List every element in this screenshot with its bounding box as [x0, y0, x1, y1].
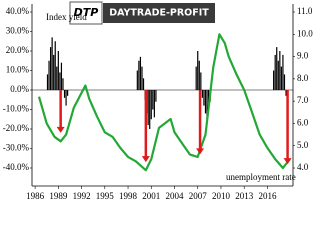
bar — [200, 72, 202, 90]
bar — [56, 66, 58, 90]
x-tick-label: 2016 — [258, 191, 277, 201]
y2-tick-label: 9.0 — [297, 51, 309, 61]
y2-tick-label: 6.0 — [297, 117, 309, 127]
y2-tick-label: 4.0 — [297, 162, 309, 172]
bar — [285, 90, 287, 96]
chart: DTP DAYTRADE-PROFIT Index yield unemploy… — [3, 1, 313, 201]
x-tick-label: 1986 — [26, 191, 45, 201]
bar — [155, 90, 157, 102]
x-tick-label: 2007 — [189, 191, 208, 201]
x-tick-label: 2001 — [142, 191, 160, 201]
arrow-head — [283, 158, 292, 165]
bar — [280, 66, 282, 90]
bar — [279, 51, 281, 90]
y2-tick-label: 8.0 — [297, 73, 309, 83]
arrow-head — [141, 156, 150, 163]
logo-mark: DTP — [74, 6, 99, 19]
bar — [54, 41, 56, 90]
y-tick-label: 20.0% — [6, 45, 30, 55]
arrow-head — [196, 148, 205, 155]
y-tick-label: -10.0% — [3, 104, 30, 114]
bar — [197, 51, 199, 90]
bar — [206, 90, 208, 120]
bar — [57, 51, 59, 90]
y-tick-label: -40.0% — [3, 162, 30, 172]
bar — [152, 90, 154, 110]
y2-tick-label: 7.0 — [297, 95, 309, 105]
bar — [277, 60, 279, 90]
bar — [139, 56, 142, 90]
bar — [136, 70, 138, 90]
annotation: Index yield — [46, 12, 87, 22]
bar — [51, 37, 53, 90]
bar — [198, 60, 200, 90]
bar — [203, 90, 205, 106]
logo-text: DAYTRADE-PROFIT — [109, 8, 209, 19]
bar — [46, 74, 49, 90]
bar — [147, 90, 149, 126]
bar — [283, 74, 286, 90]
bar — [204, 90, 207, 114]
x-tick-label: 2013 — [235, 191, 254, 201]
bar — [67, 90, 69, 96]
bar — [62, 78, 64, 90]
bar — [49, 47, 52, 90]
bar — [138, 60, 140, 90]
bar — [276, 47, 278, 90]
bar — [59, 72, 61, 90]
bar — [53, 54, 55, 90]
logo-banner — [103, 3, 215, 23]
bar — [149, 90, 151, 129]
bar — [63, 90, 66, 98]
annotation: unemployment rate — [226, 172, 296, 182]
x-tick-label: 1995 — [96, 191, 115, 201]
bar — [274, 54, 276, 90]
x-tick-label: 1992 — [73, 191, 91, 201]
bar — [141, 66, 143, 90]
y2-tick-label: 11.0 — [297, 6, 313, 16]
bar — [153, 90, 155, 118]
bar — [273, 70, 275, 90]
x-tick-label: 2004 — [166, 191, 185, 201]
bar — [142, 78, 145, 90]
arrow-head — [56, 126, 65, 133]
y-tick-label: 0.0% — [10, 84, 29, 94]
bar — [195, 66, 197, 90]
x-tick-label: 1998 — [119, 191, 138, 201]
x-tick-label: 1989 — [49, 191, 68, 201]
bar — [48, 60, 50, 90]
y-tick-label: 10.0% — [6, 65, 30, 75]
bar — [65, 90, 67, 106]
bar — [60, 62, 63, 90]
y-tick-label: 40.0% — [6, 6, 30, 16]
x-tick-label: 2010 — [212, 191, 231, 201]
bar — [282, 54, 284, 90]
y-tick-label: -20.0% — [3, 123, 30, 133]
line — [37, 33, 291, 172]
y-tick-label: 30.0% — [6, 26, 30, 36]
y2-tick-label: 10.0 — [297, 28, 313, 38]
bar — [201, 90, 203, 98]
y-tick-label: -30.0% — [3, 143, 30, 153]
logo-box — [69, 1, 103, 25]
bar — [150, 90, 152, 120]
y2-tick-label: 5.0 — [297, 140, 309, 150]
